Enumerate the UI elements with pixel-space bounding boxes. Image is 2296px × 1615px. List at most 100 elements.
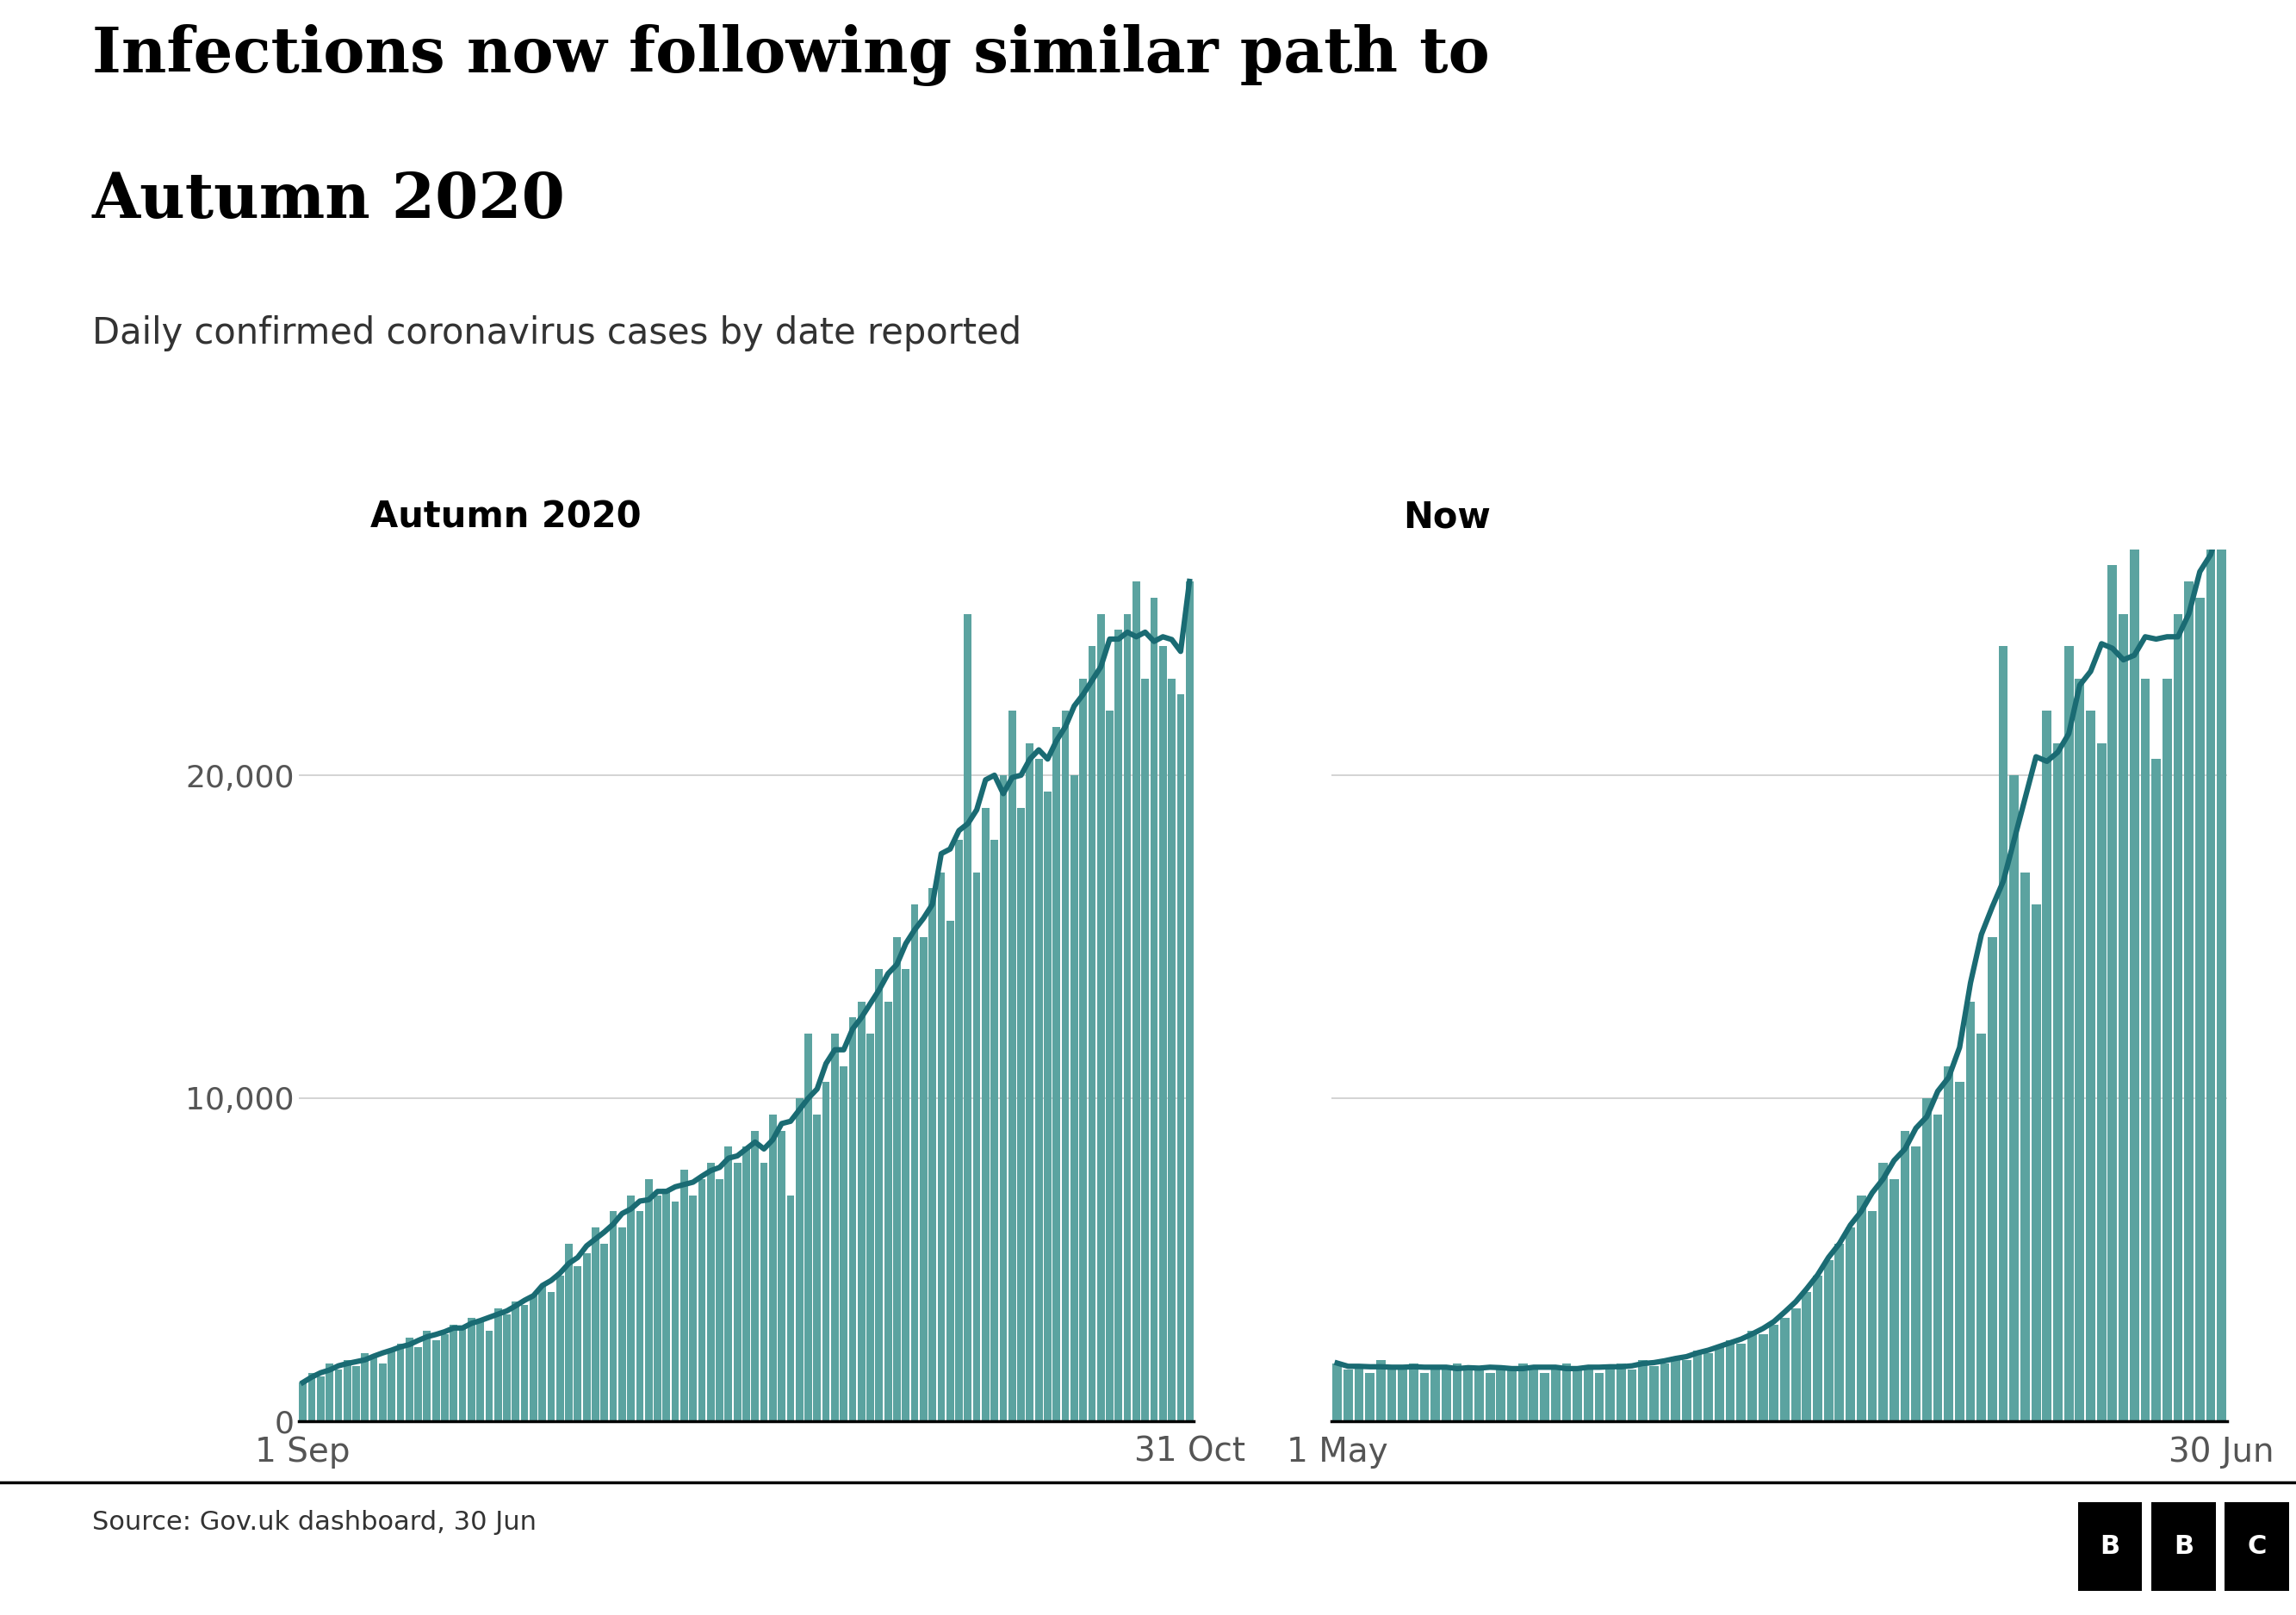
Bar [1890,1179,1899,1421]
Bar [1185,581,1194,1421]
Bar [884,1001,891,1421]
Bar [1965,1001,1975,1421]
Bar [1366,1373,1375,1421]
Bar [1857,1195,1867,1421]
Bar [1375,1360,1384,1421]
Bar [2218,517,2227,1421]
Bar [742,1147,751,1421]
Bar [990,840,999,1421]
Bar [2183,581,2193,1421]
Bar [2140,678,2149,1421]
Bar [636,1211,643,1421]
Bar [902,969,909,1421]
Bar [1332,1363,1341,1421]
Bar [1814,1276,1823,1421]
Bar [2151,759,2161,1421]
Bar [760,1163,767,1421]
Bar [955,840,962,1421]
Bar [921,937,928,1421]
Bar [1017,808,1024,1421]
Bar [2206,549,2216,1421]
Bar [317,1376,324,1421]
Bar [689,1195,696,1421]
Bar [1054,727,1061,1421]
Bar [1430,1366,1440,1421]
Bar [1802,1292,1812,1421]
Bar [618,1227,627,1421]
Bar [1529,1366,1538,1421]
Bar [1410,1363,1419,1421]
Bar [1671,1357,1681,1421]
Bar [2087,711,2096,1421]
Text: B: B [2101,1534,2119,1558]
Bar [707,1163,714,1421]
Bar [1541,1373,1550,1421]
Bar [308,1373,315,1421]
Bar [778,1130,785,1421]
Text: B: B [2174,1534,2193,1558]
Bar [1791,1308,1800,1421]
Bar [912,904,918,1421]
Bar [530,1295,537,1421]
Bar [840,1066,847,1421]
Text: Autumn 2020: Autumn 2020 [370,499,641,535]
Bar [1169,678,1176,1421]
Bar [397,1344,404,1421]
Text: C: C [2248,1534,2266,1558]
Bar [298,1382,308,1421]
Bar [2096,743,2105,1421]
Bar [1079,678,1086,1421]
Bar [2043,711,2053,1421]
Bar [859,1001,866,1421]
Bar [1910,1147,1919,1421]
Bar [1628,1370,1637,1421]
Bar [1116,630,1123,1421]
Bar [726,1147,732,1421]
Bar [432,1340,439,1421]
Bar [1561,1363,1570,1421]
Bar [670,1202,680,1421]
Bar [503,1315,510,1421]
Bar [1355,1366,1364,1421]
Bar [974,872,980,1421]
Bar [450,1324,457,1421]
Bar [370,1357,377,1421]
Bar [608,1211,618,1421]
Bar [2064,646,2073,1421]
Bar [1506,1370,1515,1421]
Bar [1759,1334,1768,1421]
Bar [645,1179,652,1421]
Bar [1954,1082,1963,1421]
Bar [1727,1340,1736,1421]
Text: Now: Now [1403,499,1490,535]
Bar [1107,711,1114,1421]
Bar [478,1321,484,1421]
Bar [893,937,900,1421]
Bar [546,1292,556,1421]
Text: Infections now following similar path to: Infections now following similar path to [92,24,1490,86]
Bar [1846,1227,1855,1421]
Bar [459,1328,466,1421]
Bar [388,1350,395,1421]
Bar [680,1169,689,1421]
Bar [1550,1370,1561,1421]
Bar [1123,614,1132,1421]
Bar [1988,937,1998,1421]
Bar [654,1195,661,1421]
Bar [1008,711,1015,1421]
Bar [797,1098,804,1421]
Bar [413,1347,422,1421]
Bar [1747,1331,1756,1421]
Bar [1150,598,1157,1421]
Bar [1649,1366,1658,1421]
Bar [698,1179,705,1421]
Bar [928,888,937,1421]
Bar [1692,1350,1701,1421]
Bar [360,1353,370,1421]
Bar [1497,1366,1506,1421]
Bar [769,1114,776,1421]
Bar [1660,1363,1669,1421]
Bar [1770,1324,1779,1421]
Bar [468,1318,475,1421]
Bar [2174,614,2183,1421]
